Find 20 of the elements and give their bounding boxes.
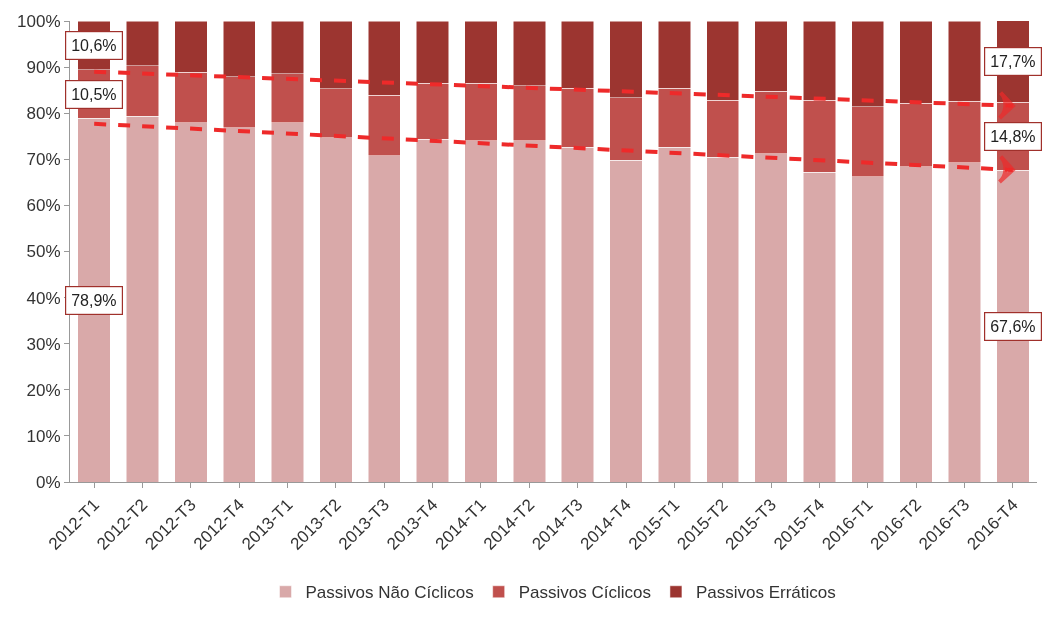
y-tick-label: 20% — [26, 380, 61, 400]
y-tick-label: 80% — [26, 104, 61, 124]
data-label: 17,7% — [990, 53, 1036, 71]
y-tick-label: 50% — [26, 242, 61, 262]
data-label: 14,8% — [990, 128, 1036, 146]
legend-label: Passivos Cíclicos — [518, 583, 651, 603]
y-tick-label: 70% — [26, 150, 61, 170]
y-tick-label: 0% — [36, 472, 61, 492]
data-label: 78,9% — [71, 292, 117, 310]
y-tick-label: 60% — [26, 196, 61, 216]
data-label: 10,5% — [71, 86, 117, 104]
legend-label: Passivos Erráticos — [695, 583, 836, 603]
y-tick-label: 100% — [17, 11, 61, 31]
y-tick-label: 40% — [26, 288, 61, 308]
data-label: 67,6% — [990, 318, 1036, 336]
y-tick-label: 10% — [26, 426, 61, 446]
y-tick-label: 30% — [26, 334, 61, 354]
legend-label: Passivos Não Cíclicos — [305, 583, 474, 603]
y-tick-label: 90% — [26, 58, 61, 78]
data-label: 10,6% — [71, 37, 117, 55]
